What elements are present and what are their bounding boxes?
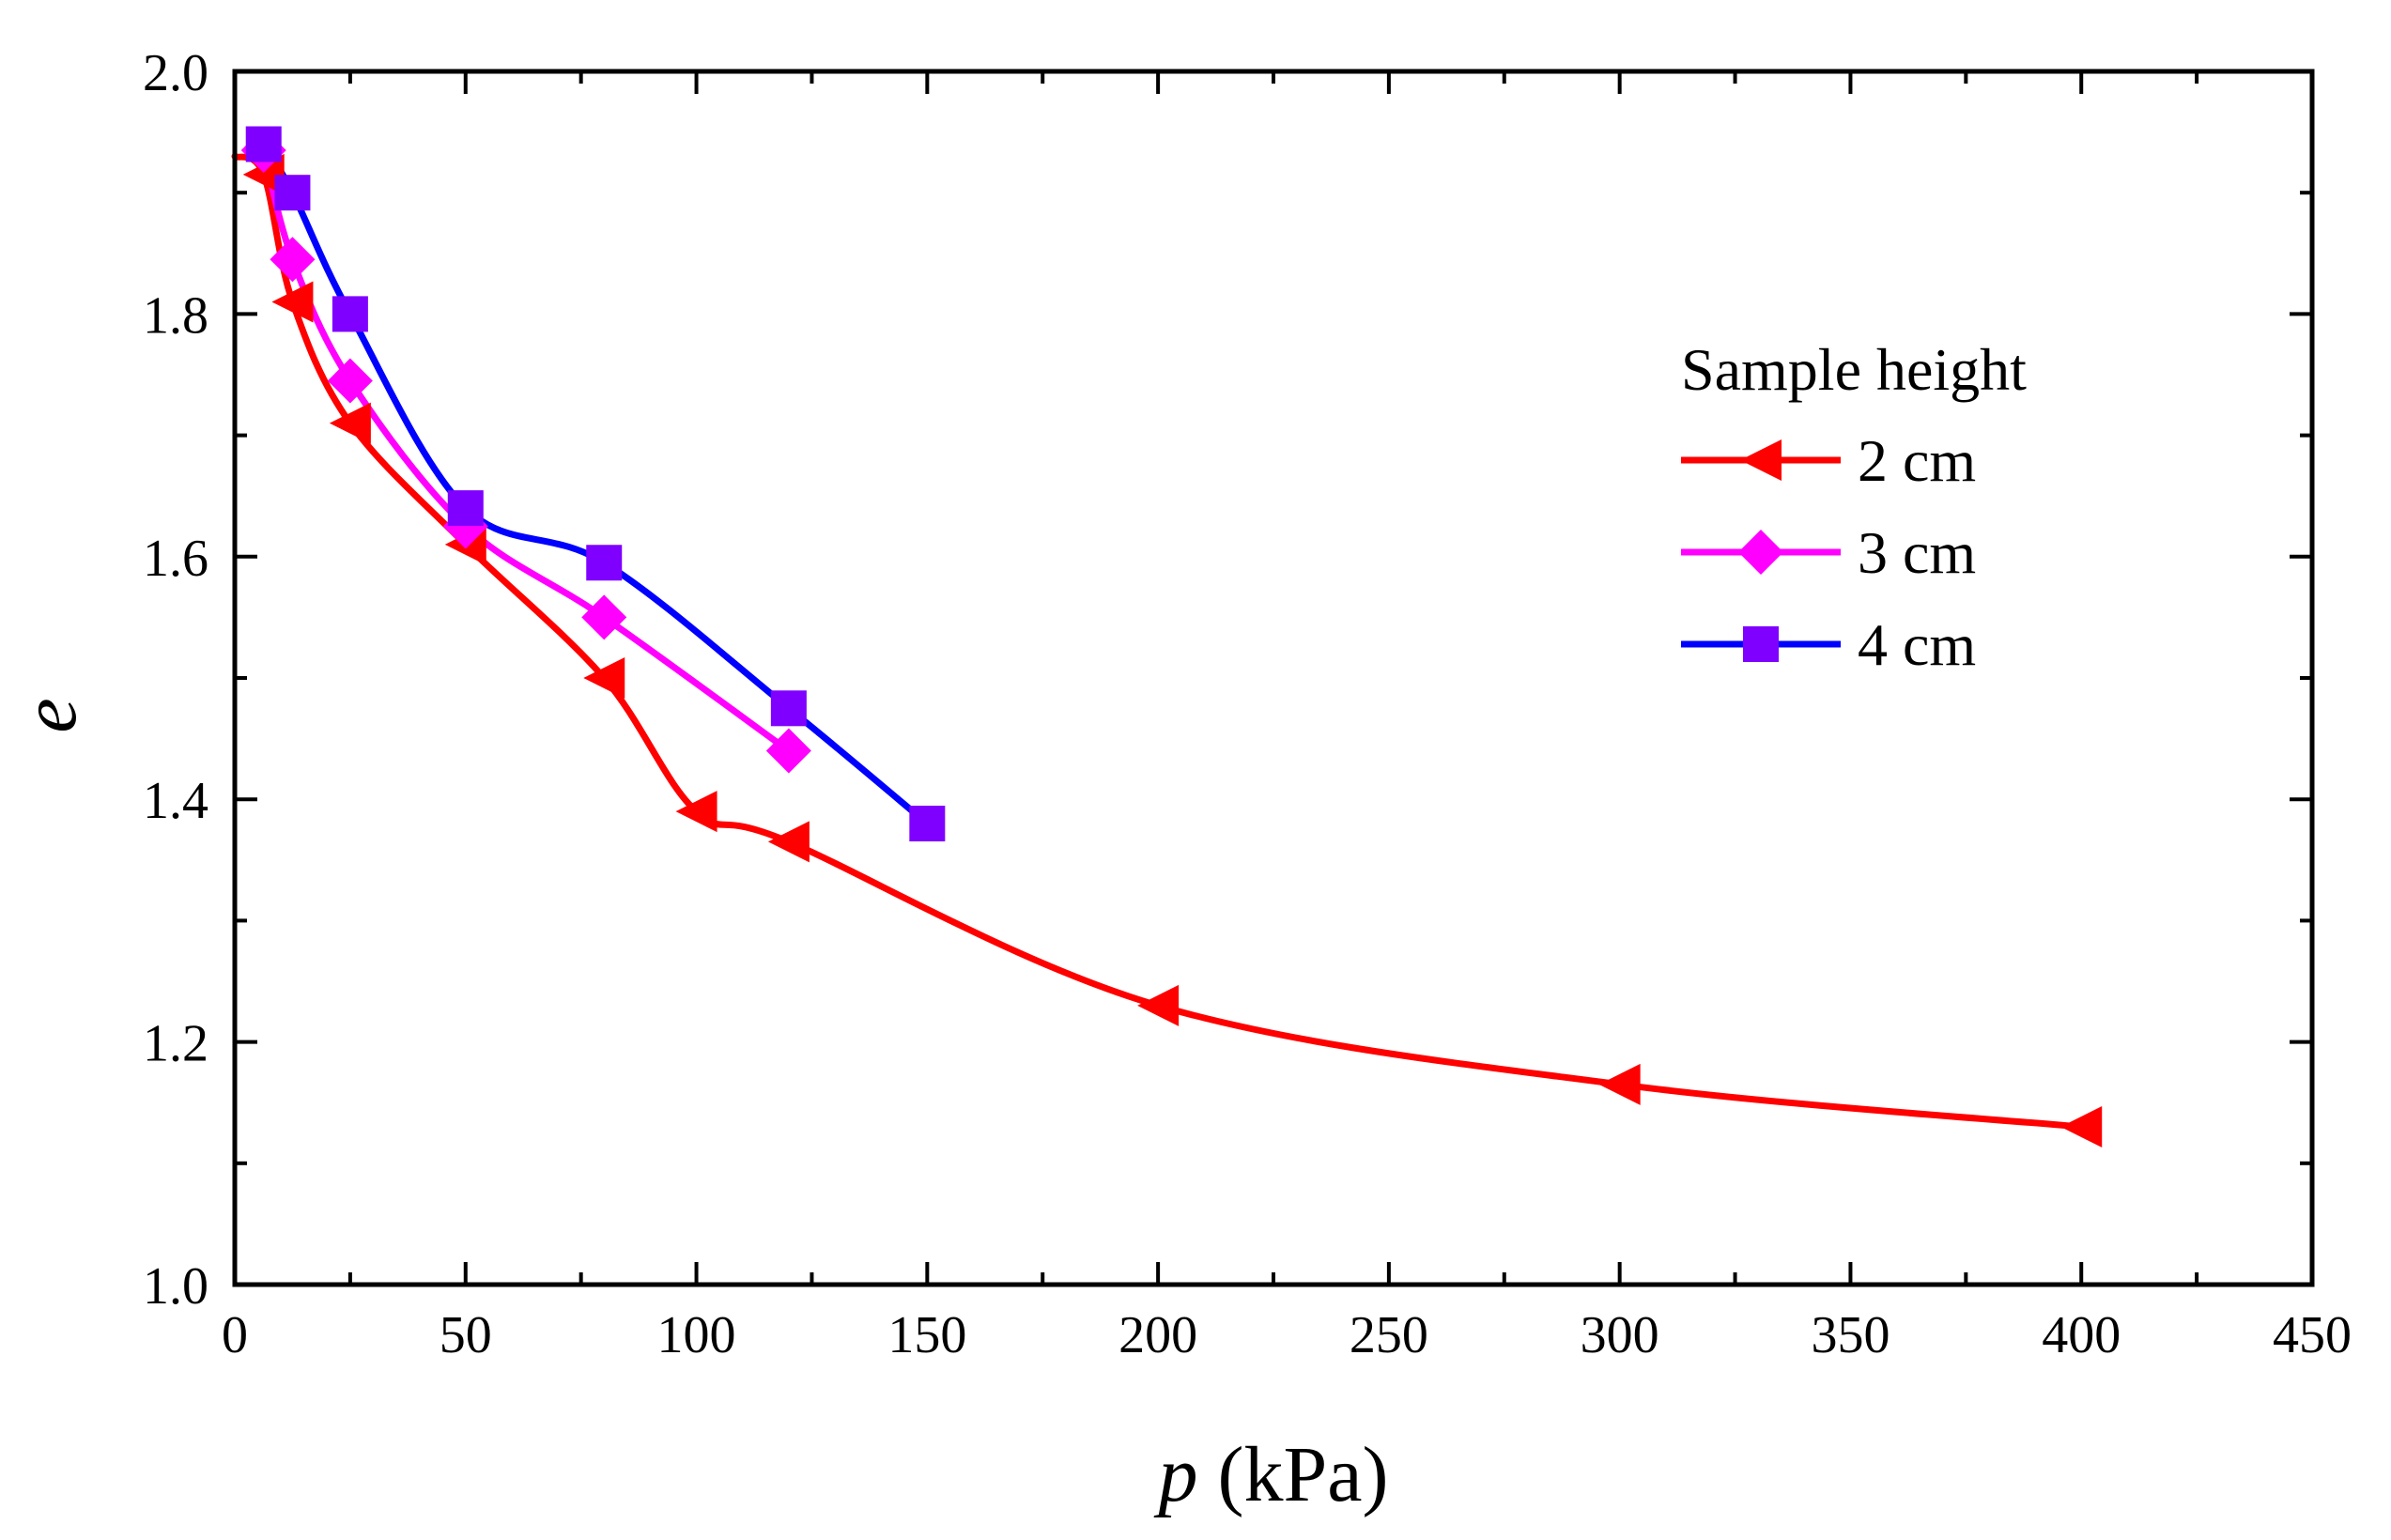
series-line-4-cm	[260, 141, 931, 827]
data-point-2-cm	[675, 791, 717, 833]
data-point-3-cm	[327, 358, 373, 404]
data-point-2-cm	[583, 657, 625, 699]
y-tick-label: 1.0	[143, 1257, 208, 1316]
x-tick-label: 400	[2042, 1306, 2121, 1364]
data-point-4-cm	[909, 806, 946, 842]
x-tick-label: 300	[1581, 1306, 1659, 1364]
data-point-2-cm	[271, 281, 314, 323]
legend-marker	[1738, 530, 1783, 575]
legend-entries: 2 cm 3 cm 4 cm	[1681, 427, 1976, 678]
x-tick-label: 100	[657, 1306, 736, 1364]
data-point-3-cm	[270, 237, 316, 283]
y-tick-label: 1.8	[143, 286, 208, 345]
legend-title: Sample height	[1681, 336, 2027, 403]
x-tick-label: 150	[887, 1306, 966, 1364]
legend-label: 3 cm	[1858, 519, 1976, 586]
x-tick-label: 350	[1811, 1306, 1890, 1364]
data-point-3-cm	[581, 594, 627, 640]
y-axis-label: e	[6, 698, 93, 732]
data-point-4-cm	[447, 490, 484, 527]
legend-marker	[1743, 626, 1779, 662]
x-tick-label: 200	[1118, 1306, 1197, 1364]
x-tick-label: 50	[440, 1306, 492, 1364]
legend: Sample height 2 cm 3 cm 4 cm	[1681, 336, 2027, 678]
series-line-3-cm	[260, 146, 793, 755]
data-point-4-cm	[770, 690, 807, 727]
data-point-2-cm	[1598, 1063, 1641, 1105]
plot-frame	[232, 69, 2315, 1287]
x-axis-variable: p	[1154, 1431, 1198, 1518]
legend-marker	[1740, 439, 1782, 481]
plot-area	[231, 126, 2103, 1148]
x-axis-tick-labels: 0 50 100 150 200 250 300 350 400 450	[222, 1306, 2352, 1364]
data-point-4-cm	[586, 545, 623, 581]
data-point-2-cm	[242, 153, 285, 195]
y-tick-label: 1.6	[143, 530, 208, 588]
x-tick-label: 450	[2273, 1306, 2352, 1364]
data-point-2-cm	[2060, 1106, 2103, 1148]
legend-entry-3-cm: 3 cm	[1681, 519, 1976, 586]
y-axis-tick-labels: 1.0 1.2 1.4 1.6 1.8 2.0	[143, 44, 208, 1316]
data-point-2-cm	[767, 821, 810, 863]
legend-label: 4 cm	[1858, 611, 1976, 678]
x-axis-label: p (kPa)	[1154, 1431, 1389, 1518]
data-point-4-cm	[274, 175, 311, 211]
y-tick-label: 1.2	[143, 1015, 208, 1073]
x-axis-unit: (kPa)	[1198, 1431, 1389, 1518]
data-point-3-cm	[765, 728, 811, 774]
x-tick-label: 0	[222, 1306, 248, 1364]
axes-ticks	[233, 69, 2314, 1286]
data-point-2-cm	[329, 402, 371, 444]
y-tick-label: 2.0	[143, 44, 208, 102]
legend-label: 2 cm	[1858, 427, 1976, 494]
data-point-2-cm	[1137, 984, 1180, 1026]
legend-entry-4-cm: 4 cm	[1681, 611, 1976, 678]
y-tick-label: 1.4	[143, 772, 208, 830]
data-point-4-cm	[332, 296, 368, 332]
legend-entry-2-cm: 2 cm	[1681, 427, 1976, 494]
data-point-4-cm	[245, 126, 282, 162]
x-tick-label: 250	[1350, 1306, 1428, 1364]
